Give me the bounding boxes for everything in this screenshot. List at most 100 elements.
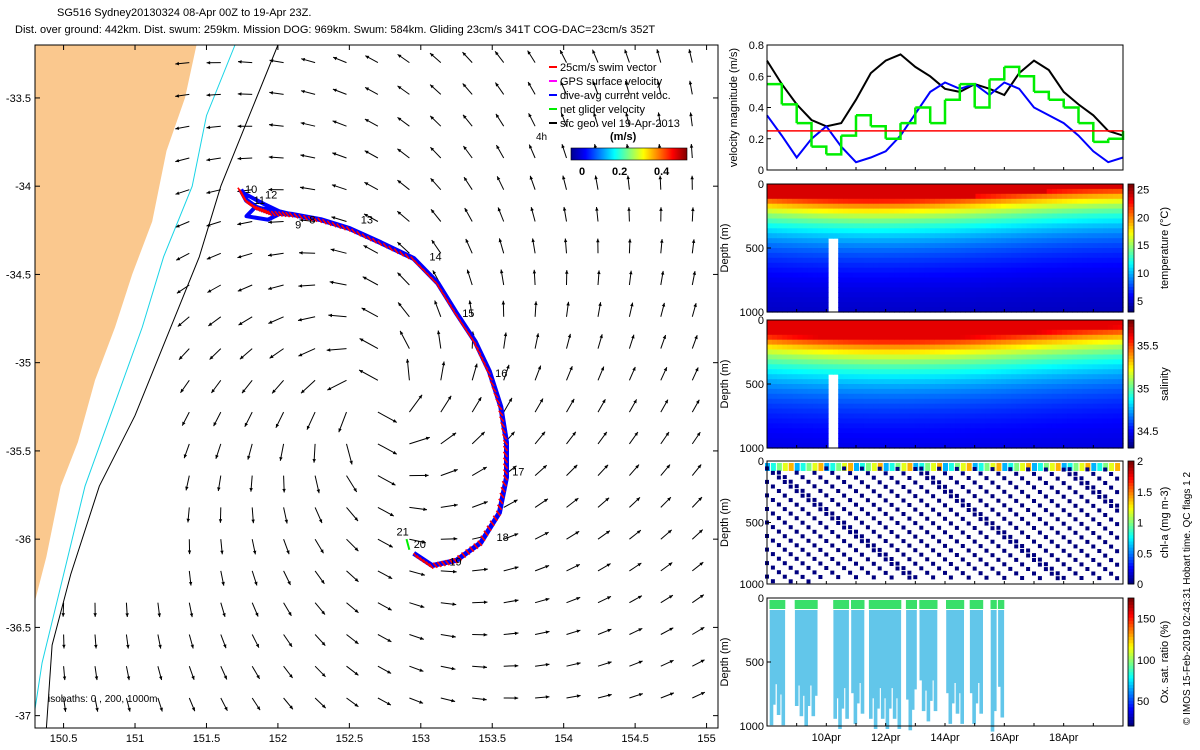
heatmap-cell <box>787 418 793 424</box>
heatmap-cell <box>787 324 793 331</box>
chl-point <box>859 566 864 571</box>
heatmap-cell <box>899 233 905 239</box>
heatmap-cell <box>1062 193 1068 200</box>
heatmap-cell <box>858 354 865 360</box>
heatmap-cell <box>904 287 910 293</box>
heatmap-cell <box>980 428 987 434</box>
heatmap-cell <box>802 218 809 224</box>
heatmap-cell <box>1117 188 1124 195</box>
heatmap-cell <box>1031 267 1038 274</box>
day-label: 12 <box>265 190 277 202</box>
heatmap-cell <box>812 307 819 313</box>
heatmap-cell <box>1041 398 1048 405</box>
heatmap-cell <box>1082 248 1088 254</box>
heatmap-cell <box>873 354 880 360</box>
heatmap-cell <box>1112 438 1119 444</box>
heatmap-cell <box>995 282 1002 288</box>
heatmap-cell <box>822 398 829 405</box>
velocity-arrowhead <box>688 80 693 85</box>
heatmap-cell <box>868 443 875 449</box>
heatmap-cell <box>843 257 849 264</box>
velocity-arrowhead <box>189 613 194 618</box>
heatmap-cell <box>995 443 1002 449</box>
heatmap-cell <box>1107 433 1114 439</box>
lat-tick-label: -34 <box>15 181 31 193</box>
heatmap-cell <box>1107 339 1114 346</box>
swim-vector-tick <box>262 208 268 215</box>
velocity-arrowhead <box>298 318 302 322</box>
heatmap-cell <box>1107 324 1114 331</box>
heatmap-cell <box>1097 379 1104 385</box>
heatmap-cell <box>868 272 875 279</box>
heatmap-cell <box>965 324 971 331</box>
velocity-arrowhead <box>447 395 452 400</box>
heatmap-cell <box>1000 233 1007 239</box>
heatmap-cell <box>985 423 992 429</box>
heatmap-cell <box>812 428 819 434</box>
heatmap-cell <box>822 364 829 370</box>
heatmap-cell <box>777 297 783 303</box>
heatmap-cell <box>970 184 977 190</box>
heatmap-cell <box>797 248 804 254</box>
heatmap-cell <box>1107 369 1114 375</box>
heatmap-cell <box>970 339 977 346</box>
heatmap-cell <box>909 223 916 229</box>
heatmap-cell <box>863 393 870 400</box>
chl-point <box>836 548 841 553</box>
heatmap-cell <box>1031 262 1038 269</box>
heatmap-cell <box>1041 324 1048 331</box>
heatmap-cell <box>924 193 931 200</box>
colorbar-step <box>1128 296 1134 300</box>
velocity-arrowhead <box>700 627 705 631</box>
heatmap-cell <box>1000 193 1007 200</box>
heatmap-cell <box>787 292 793 298</box>
heatmap-cell <box>853 423 860 429</box>
heatmap-cell <box>1026 359 1033 365</box>
heatmap-cell <box>904 282 910 288</box>
heatmap-cell <box>853 257 860 264</box>
heatmap-cell <box>970 369 977 375</box>
heatmap-cell <box>767 252 773 259</box>
heatmap-cell <box>772 218 778 224</box>
heatmap-cell <box>817 302 824 308</box>
colorbar-label: temperature (°C) <box>1159 207 1171 289</box>
heatmap-cell <box>878 354 885 360</box>
heatmap-cell <box>1107 418 1114 424</box>
heatmap-cell <box>899 272 905 279</box>
swim-vector-tick <box>252 204 259 211</box>
heatmap-cell <box>817 334 824 341</box>
heatmap-cell <box>1051 398 1058 405</box>
chl-surface-point <box>812 463 818 471</box>
heatmap-cell <box>1056 413 1063 419</box>
heatmap-cell <box>863 324 870 331</box>
heatmap-cell <box>934 193 941 200</box>
heatmap-cell <box>822 413 829 419</box>
heatmap-cell <box>1102 184 1109 190</box>
heatmap-cell <box>1062 203 1068 210</box>
heatmap-cell <box>1082 359 1088 365</box>
heatmap-cell <box>812 228 819 234</box>
heatmap-cell <box>1051 320 1058 326</box>
heatmap-cell <box>1026 413 1033 419</box>
heatmap-cell <box>985 203 992 210</box>
speed-colorbar <box>570 147 688 161</box>
heatmap-cell <box>1026 267 1033 274</box>
heatmap-cell <box>934 257 941 264</box>
heatmap-cell <box>980 292 987 298</box>
heatmap-cell <box>990 418 997 424</box>
heatmap-cell <box>1000 324 1007 331</box>
heatmap-cell <box>772 287 778 293</box>
heatmap-cell <box>899 374 905 380</box>
heatmap-cell <box>822 423 829 429</box>
heatmap-cell <box>934 320 941 326</box>
heatmap-cell <box>812 188 819 195</box>
swim-vector-tick <box>449 305 456 312</box>
swim-vector-tick <box>277 211 284 217</box>
heatmap-cell <box>1000 344 1007 351</box>
heatmap-cell <box>960 398 966 405</box>
heatmap-cell <box>868 329 875 336</box>
heatmap-cell <box>889 329 895 336</box>
heatmap-cell <box>1077 287 1083 293</box>
heatmap-cell <box>939 287 946 293</box>
colorbar-title: (m/s) <box>610 131 637 143</box>
